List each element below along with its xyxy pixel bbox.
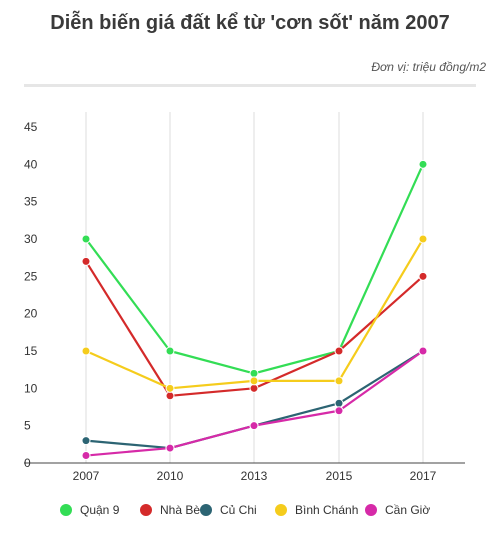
legend-label: Quận 9	[80, 503, 120, 517]
legend-marker	[275, 504, 287, 516]
x-tick-label: 2015	[326, 469, 353, 483]
y-tick-label: 30	[24, 232, 38, 246]
header-divider	[24, 84, 476, 87]
data-point	[81, 234, 91, 244]
data-point	[249, 383, 259, 393]
y-tick-label: 35	[24, 195, 38, 209]
data-point	[334, 406, 344, 416]
data-point	[418, 234, 428, 244]
x-tick-label: 2013	[241, 469, 268, 483]
legend-marker	[140, 504, 152, 516]
chart-legend: Quận 9 Nhà Bè Củ Chi Bình Chánh Cần Giờ	[0, 503, 500, 523]
data-point	[81, 451, 91, 461]
chart-title: Diễn biến giá đất kể từ 'cơn sốt' năm 20…	[50, 12, 450, 34]
legend-label: Củ Chi	[220, 503, 257, 517]
data-point	[81, 256, 91, 266]
y-tick-label: 20	[24, 307, 38, 321]
y-tick-label: 45	[24, 120, 38, 134]
x-tick-label: 2007	[73, 469, 100, 483]
data-point	[165, 443, 175, 453]
legend-label: Nhà Bè	[160, 503, 201, 517]
legend-marker	[200, 504, 212, 516]
data-point	[165, 391, 175, 401]
data-point	[418, 346, 428, 356]
legend-label: Cần Giờ	[385, 503, 431, 517]
legend-marker	[365, 504, 377, 516]
legend-item: Quận 9	[60, 503, 119, 517]
y-tick-label: 40	[24, 157, 38, 171]
data-point	[165, 346, 175, 356]
y-tick-label: 5	[24, 419, 31, 433]
y-tick-label: 15	[24, 344, 38, 358]
legend-item: Bình Chánh	[275, 503, 358, 517]
data-point	[418, 159, 428, 169]
data-point	[249, 368, 259, 378]
data-point	[249, 421, 259, 431]
x-tick-label: 2010	[157, 469, 184, 483]
data-point	[334, 346, 344, 356]
legend-item: Củ Chi	[200, 503, 257, 517]
y-tick-label: 25	[24, 269, 38, 283]
data-point	[81, 346, 91, 356]
y-tick-label: 0	[24, 456, 31, 470]
legend-marker	[60, 504, 72, 516]
legend-label: Bình Chánh	[295, 503, 359, 517]
y-tick-label: 10	[24, 381, 38, 395]
legend-item: Cần Giờ	[365, 503, 430, 517]
data-point	[165, 383, 175, 393]
data-point	[81, 436, 91, 446]
data-point	[334, 376, 344, 386]
unit-note: Đơn vị: triệu đồng/m2	[371, 60, 486, 74]
x-tick-label: 2017	[410, 469, 437, 483]
data-point	[418, 271, 428, 281]
data-point	[334, 398, 344, 408]
legend-item: Nhà Bè	[140, 503, 200, 517]
data-point	[249, 376, 259, 386]
